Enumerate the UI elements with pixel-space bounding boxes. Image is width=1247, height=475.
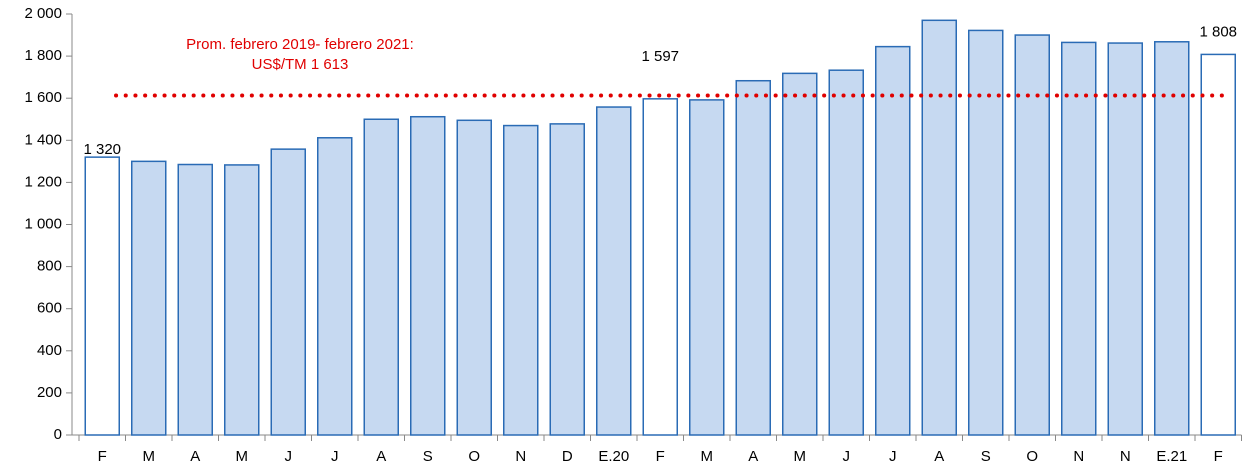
x-tick-label: N bbox=[1120, 448, 1131, 465]
bar bbox=[1107, 42, 1143, 436]
x-tick-label: F bbox=[1214, 448, 1223, 465]
y-tick-label: 1 800 bbox=[24, 47, 62, 64]
bar bbox=[549, 123, 585, 436]
x-tick-label: J bbox=[331, 448, 339, 465]
bar bbox=[177, 163, 213, 436]
y-tick-label: 400 bbox=[37, 342, 62, 359]
bar bbox=[1200, 53, 1236, 436]
x-tick-label: A bbox=[190, 448, 200, 465]
x-tick-label: J bbox=[843, 448, 851, 465]
x-tick-label: E.20 bbox=[598, 448, 629, 465]
value-label: 1 808 bbox=[1199, 23, 1237, 40]
annotation: Prom. febrero 2019- febrero 2021: bbox=[186, 36, 414, 53]
bar bbox=[270, 148, 306, 436]
bar bbox=[921, 19, 957, 436]
x-tick-label: O bbox=[468, 448, 480, 465]
bar bbox=[596, 106, 632, 436]
x-tick-label: M bbox=[794, 448, 807, 465]
bar bbox=[642, 98, 678, 436]
x-tick-label: M bbox=[143, 448, 156, 465]
bar bbox=[1014, 34, 1050, 436]
x-tick-label: A bbox=[376, 448, 386, 465]
bar bbox=[503, 124, 539, 436]
bar bbox=[1154, 41, 1190, 436]
y-tick-label: 1 000 bbox=[24, 215, 62, 232]
annotation: US$/TM 1 613 bbox=[252, 56, 349, 73]
bar bbox=[410, 115, 446, 436]
x-tick-label: F bbox=[98, 448, 107, 465]
y-tick-label: 1 400 bbox=[24, 131, 62, 148]
x-tick-label: M bbox=[701, 448, 714, 465]
y-tick-label: 1 200 bbox=[24, 173, 62, 190]
y-tick-label: 2 000 bbox=[24, 5, 62, 22]
bar bbox=[782, 72, 818, 436]
x-tick-label: S bbox=[981, 448, 991, 465]
value-label: 1 597 bbox=[641, 48, 679, 65]
bar bbox=[317, 137, 353, 436]
y-tick-label: 200 bbox=[37, 384, 62, 401]
x-tick-label: O bbox=[1026, 448, 1038, 465]
x-tick-label: S bbox=[423, 448, 433, 465]
x-tick-label: E.21 bbox=[1156, 448, 1187, 465]
x-tick-label: A bbox=[934, 448, 944, 465]
bar bbox=[1061, 41, 1097, 436]
y-tick-label: 800 bbox=[37, 258, 62, 275]
x-tick-label: D bbox=[562, 448, 573, 465]
bar bbox=[363, 118, 399, 436]
value-label: 1 320 bbox=[83, 141, 121, 158]
bar bbox=[131, 160, 167, 436]
bar bbox=[456, 119, 492, 436]
bar bbox=[968, 29, 1004, 436]
y-tick-label: 0 bbox=[54, 426, 62, 443]
y-tick-label: 600 bbox=[37, 300, 62, 317]
bar bbox=[84, 156, 120, 436]
bar bbox=[875, 45, 911, 436]
x-tick-label: N bbox=[515, 448, 526, 465]
bar bbox=[735, 79, 771, 436]
x-tick-label: J bbox=[285, 448, 293, 465]
y-tick-label: 1 600 bbox=[24, 89, 62, 106]
x-tick-label: N bbox=[1073, 448, 1084, 465]
bar bbox=[689, 99, 725, 436]
x-tick-label: M bbox=[236, 448, 249, 465]
bar bbox=[828, 69, 864, 436]
x-tick-label: J bbox=[889, 448, 897, 465]
x-tick-label: F bbox=[656, 448, 665, 465]
bar bbox=[224, 164, 260, 436]
x-tick-label: A bbox=[748, 448, 758, 465]
